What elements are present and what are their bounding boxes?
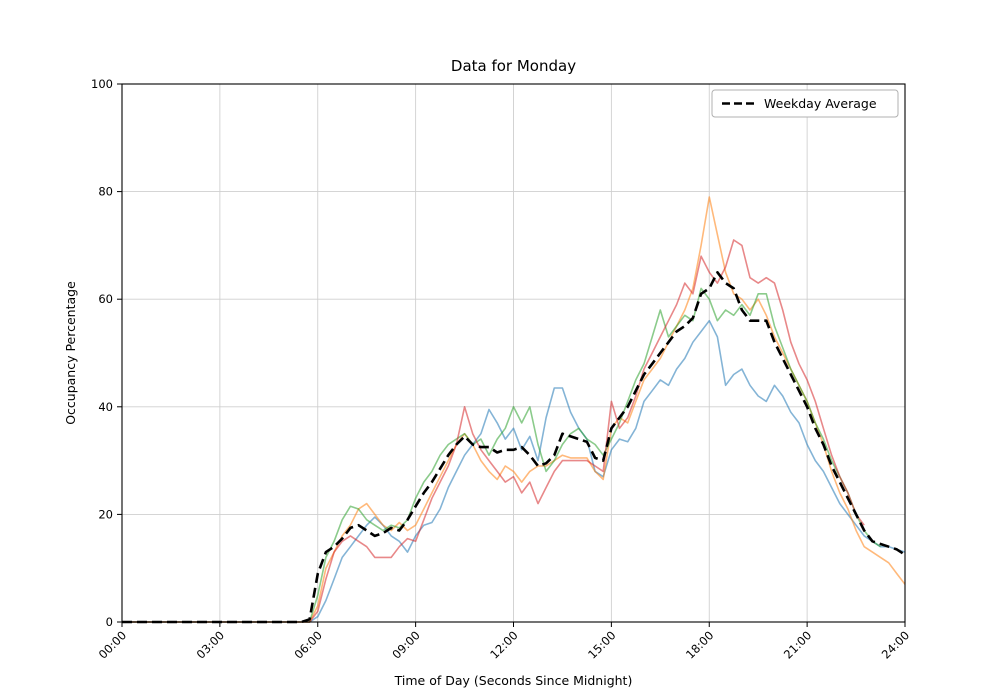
series-monday-sample-3 [122, 287, 881, 623]
series-weekday-average [122, 271, 906, 624]
x-tick-label: 00:00 [96, 628, 129, 661]
x-tick-label: 21:00 [781, 628, 814, 661]
y-axis-label: Occupancy Percentage [63, 281, 78, 425]
x-tick-label: 15:00 [585, 628, 618, 661]
x-axis-label: Time of Day (Seconds Since Midnight) [394, 673, 633, 688]
chart-title: Data for Monday [451, 57, 576, 75]
x-tick-label: 18:00 [683, 628, 716, 661]
y-tick-label: 40 [98, 400, 113, 414]
x-tick-label: 24:00 [879, 628, 912, 661]
y-tick-label: 20 [98, 507, 113, 521]
y-tick-label: 100 [91, 77, 113, 91]
x-tick-label: 03:00 [194, 628, 227, 661]
x-tick-label: 06:00 [292, 628, 325, 661]
x-tick-label: 12:00 [487, 628, 520, 661]
legend-box [711, 89, 899, 118]
series-monday-sample-4 [122, 239, 865, 623]
legend-label: Weekday Average [764, 96, 877, 111]
legend: Weekday Average [711, 89, 899, 118]
y-tick-label: 80 [98, 185, 113, 199]
x-tick-label: 09:00 [389, 628, 422, 661]
y-tick-label: 60 [98, 292, 113, 306]
y-tick-label: 0 [106, 615, 113, 629]
